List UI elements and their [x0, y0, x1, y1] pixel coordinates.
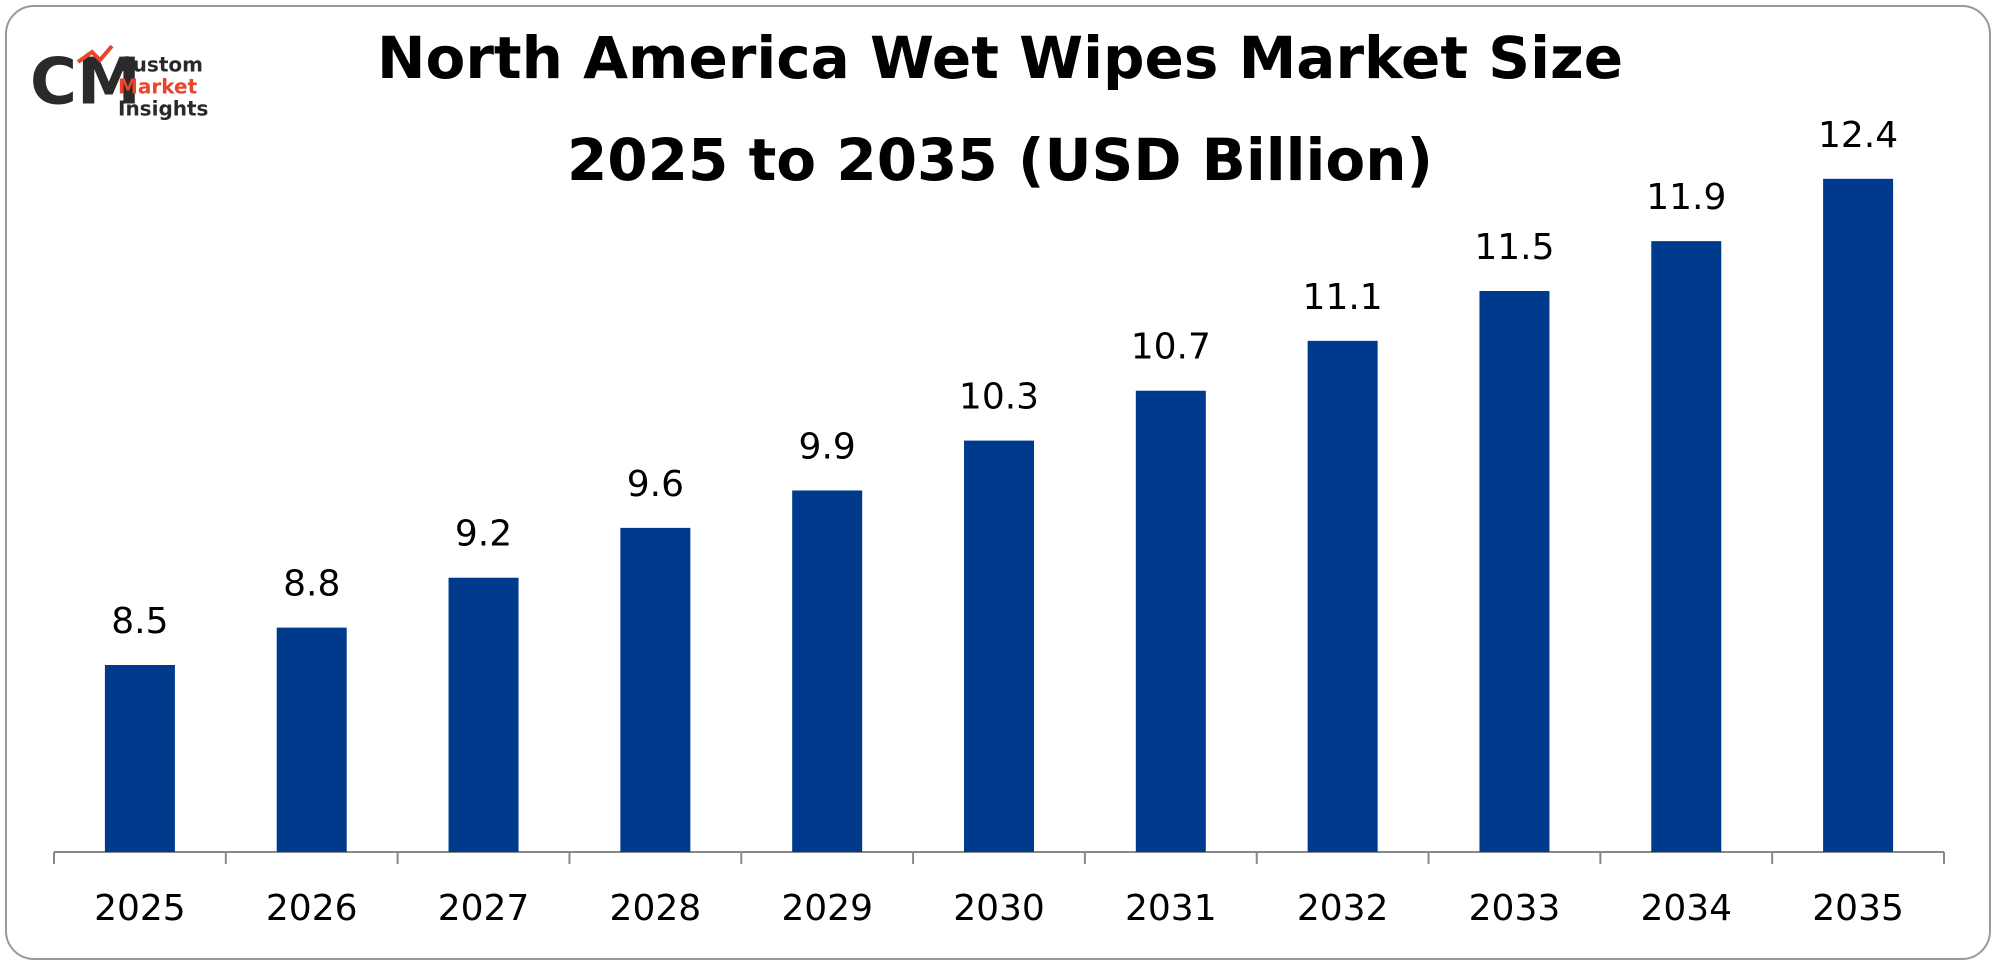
x-tick-label: 2035	[1812, 888, 1904, 929]
value-label: 9.6	[627, 464, 684, 505]
value-label: 9.9	[799, 426, 856, 467]
value-label: 11.9	[1646, 177, 1726, 218]
bar	[964, 440, 1034, 852]
bar	[620, 527, 691, 852]
value-label: 11.5	[1474, 227, 1554, 268]
logo-text: Market	[118, 75, 198, 99]
x-tick-label: 2030	[953, 888, 1045, 929]
chart-title: 2025 to 2035 (USD Billion)	[567, 126, 1433, 194]
bar	[448, 577, 519, 852]
logo: CM Custom Market Insights	[30, 44, 208, 121]
x-tick-label: 2027	[438, 888, 530, 929]
bar	[1651, 241, 1722, 853]
value-label: 11.1	[1303, 277, 1383, 318]
value-label: 10.3	[959, 377, 1039, 418]
value-label: 9.2	[455, 514, 512, 555]
value-label: 8.8	[283, 564, 340, 605]
value-label: 12.4	[1818, 115, 1898, 156]
value-label: 10.7	[1131, 327, 1211, 368]
x-tick-label: 2025	[94, 888, 186, 929]
x-tick-label: 2029	[781, 888, 873, 929]
bar	[104, 665, 175, 852]
bar	[1823, 178, 1894, 853]
bar	[276, 627, 347, 852]
bar	[792, 490, 863, 852]
x-tick-label: 2032	[1297, 888, 1389, 929]
bar	[1135, 390, 1206, 852]
value-label: 8.5	[111, 601, 168, 642]
bar	[1479, 291, 1550, 852]
x-tick-label: 2028	[610, 888, 702, 929]
bar	[1307, 340, 1378, 852]
logo-text: Insights	[118, 97, 208, 121]
x-tick-label: 2034	[1640, 888, 1732, 929]
x-tick-label: 2026	[266, 888, 358, 929]
logo-text: Custom	[118, 53, 203, 77]
x-tick-label: 2031	[1125, 888, 1217, 929]
x-tick-label: 2033	[1469, 888, 1561, 929]
chart-title: North America Wet Wipes Market Size	[377, 24, 1623, 92]
logo-swoosh	[76, 44, 114, 64]
